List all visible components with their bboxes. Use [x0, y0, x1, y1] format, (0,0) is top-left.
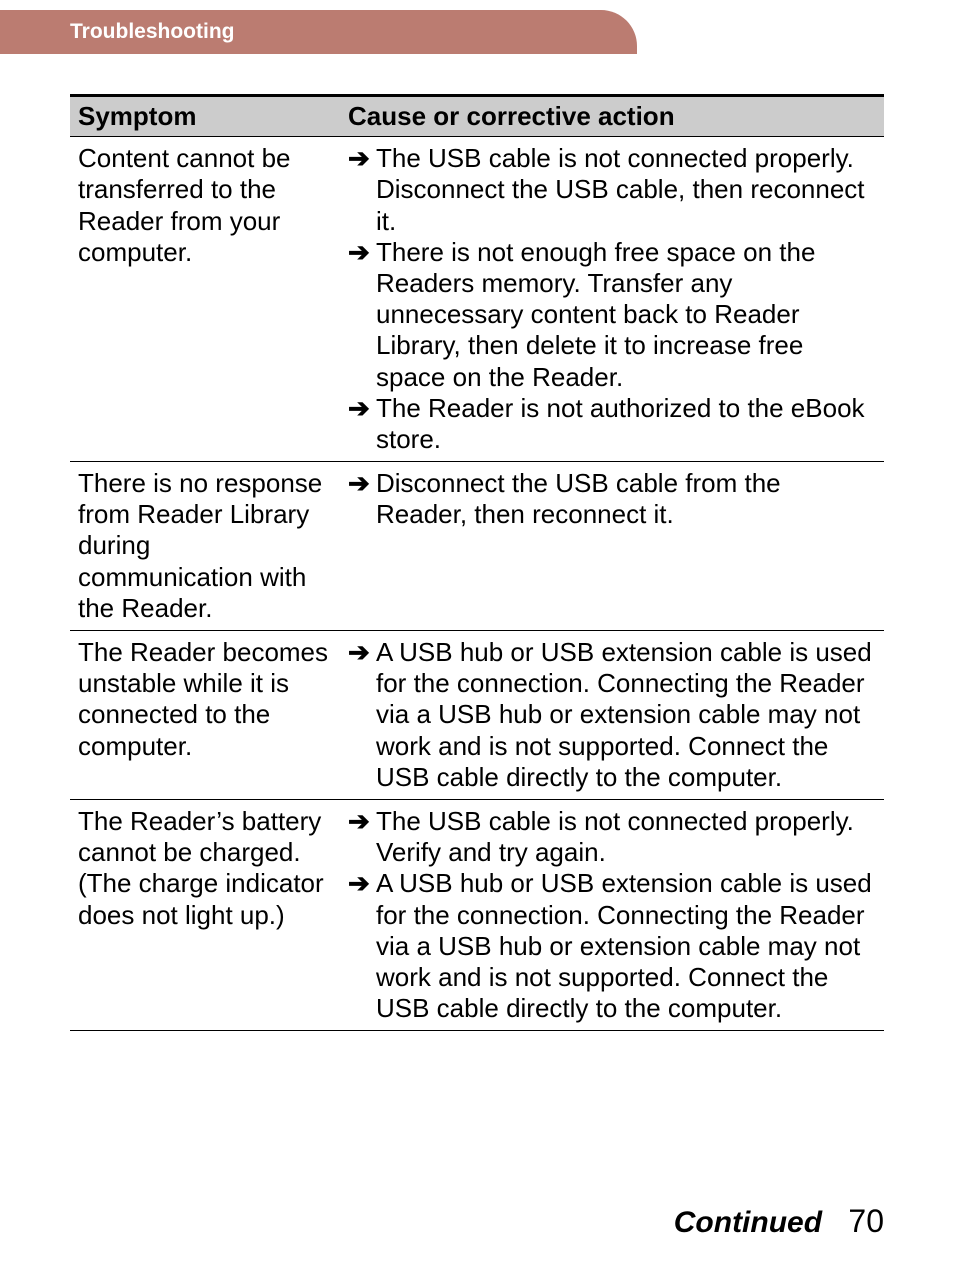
symptom-cell: The Reader’s battery cannot be charged. … [70, 799, 340, 1030]
action-item: ➔ The USB cable is not connected properl… [348, 143, 876, 237]
action-item: ➔ The USB cable is not connected properl… [348, 806, 876, 868]
action-item: ➔ There is not enough free space on the … [348, 237, 876, 393]
table-row: Content cannot be transferred to the Rea… [70, 137, 884, 462]
arrow-icon: ➔ [348, 393, 376, 424]
action-item: ➔ A USB hub or USB extension cable is us… [348, 868, 876, 1024]
table-row: The Reader’s battery cannot be charged. … [70, 799, 884, 1030]
symptom-cell: There is no response from Reader Library… [70, 462, 340, 631]
footer: Continued 70 [674, 1203, 884, 1240]
page-number: 70 [848, 1203, 884, 1239]
action-text: The USB cable is not connected properly.… [376, 143, 876, 237]
arrow-icon: ➔ [348, 237, 376, 268]
action-cell: ➔ A USB hub or USB extension cable is us… [340, 631, 884, 800]
column-header-symptom: Symptom [70, 96, 340, 137]
arrow-icon: ➔ [348, 806, 376, 837]
action-cell: ➔ Disconnect the USB cable from the Read… [340, 462, 884, 631]
action-text: A USB hub or USB extension cable is used… [376, 868, 876, 1024]
page-section-title: Troubleshooting [70, 20, 234, 44]
arrow-icon: ➔ [348, 468, 376, 499]
action-item: ➔ The Reader is not authorized to the eB… [348, 393, 876, 455]
symptom-cell: The Reader becomes unstable while it is … [70, 631, 340, 800]
arrow-icon: ➔ [348, 143, 376, 174]
table-row: There is no response from Reader Library… [70, 462, 884, 631]
action-item: ➔ A USB hub or USB extension cable is us… [348, 637, 876, 793]
troubleshooting-table: Symptom Cause or corrective action Conte… [70, 94, 884, 1031]
action-text: The USB cable is not connected properly.… [376, 806, 876, 868]
header-band: Troubleshooting [0, 10, 637, 54]
action-item: ➔ Disconnect the USB cable from the Read… [348, 468, 876, 530]
continued-label: Continued [674, 1206, 822, 1239]
symptom-cell: Content cannot be transferred to the Rea… [70, 137, 340, 462]
arrow-icon: ➔ [348, 637, 376, 668]
action-text: There is not enough free space on the Re… [376, 237, 876, 393]
table-row: The Reader becomes unstable while it is … [70, 631, 884, 800]
action-cell: ➔ The USB cable is not connected properl… [340, 799, 884, 1030]
page-content: Symptom Cause or corrective action Conte… [70, 94, 884, 1031]
action-cell: ➔ The USB cable is not connected properl… [340, 137, 884, 462]
action-text: Disconnect the USB cable from the Reader… [376, 468, 876, 530]
column-header-action: Cause or corrective action [340, 96, 884, 137]
action-text: The Reader is not authorized to the eBoo… [376, 393, 876, 455]
action-text: A USB hub or USB extension cable is used… [376, 637, 876, 793]
arrow-icon: ➔ [348, 868, 376, 899]
